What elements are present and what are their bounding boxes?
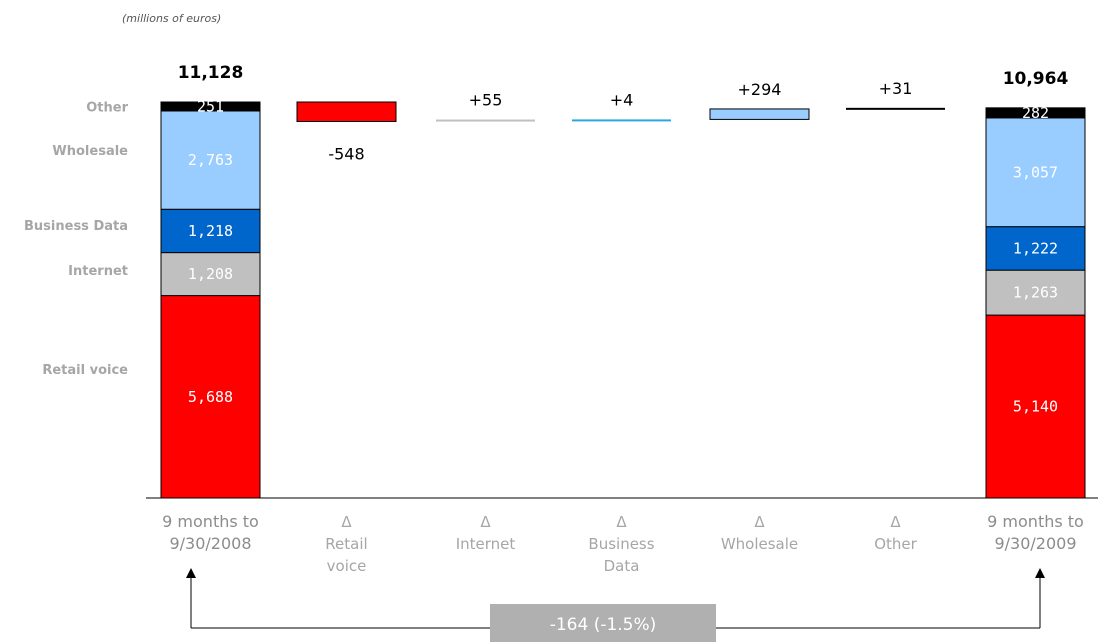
x-label-3: Δ Business Data <box>588 513 654 575</box>
segment-label-retail-voice: Retail voice <box>42 363 128 378</box>
end-total-label: 10,964 <box>1003 69 1069 89</box>
end-value-other: 282 <box>1022 104 1049 122</box>
start-value-retail-voice: 5,688 <box>188 388 233 406</box>
end-bar-wholesale <box>985 117 1086 228</box>
end-value-retail-voice: 5,140 <box>1013 398 1058 416</box>
start-bar-other <box>160 101 261 112</box>
delta-bar-business-data <box>572 119 671 122</box>
delta-bar-wholesale <box>709 108 810 120</box>
delta-bar-internet <box>436 119 535 122</box>
end-bar-internet <box>985 269 1086 316</box>
arrow-right-head-icon <box>1035 568 1045 578</box>
delta-bar-retail-voice <box>296 101 397 123</box>
x-label-4: Δ Wholesale <box>721 513 798 553</box>
end-bar-other <box>985 107 1086 119</box>
start-value-other: 251 <box>197 97 224 115</box>
start-value-internet: 1,208 <box>188 265 233 283</box>
start-value-business-data: 1,218 <box>188 222 233 240</box>
start-value-wholesale: 2,763 <box>188 151 233 169</box>
x-label-0: 9 months to 9/30/2008 <box>162 512 259 553</box>
segment-label-wholesale: Wholesale <box>52 144 128 159</box>
delta-label-retail-voice: -548 <box>328 145 364 164</box>
delta-label-business-data: +4 <box>610 90 634 109</box>
summary-value: -164 (-1.5%) <box>550 615 657 635</box>
end-bar-business-data <box>985 226 1086 271</box>
delta-label-other: +31 <box>879 79 913 98</box>
delta-bar-other <box>846 107 945 110</box>
start-bar-internet <box>160 252 261 297</box>
x-label-6: 9 months to 9/30/2009 <box>987 512 1084 553</box>
delta-label-wholesale: +294 <box>738 80 782 99</box>
change-summary: -164 (-1.5%) <box>186 568 1045 642</box>
end-value-wholesale: 3,057 <box>1013 163 1058 181</box>
arrow-left-head-icon <box>186 568 196 578</box>
unit-note: (millions of euros) <box>122 12 221 25</box>
x-label-5: Δ Other <box>874 513 917 553</box>
start-bar-retail-voice <box>160 295 261 499</box>
summary-box <box>490 604 716 642</box>
delta-label-internet: +55 <box>469 91 503 110</box>
end-value-internet: 1,263 <box>1013 284 1058 302</box>
x-label-1: Δ Retail voice <box>325 513 367 575</box>
end-value-business-data: 1,222 <box>1013 239 1058 257</box>
segment-label-internet: Internet <box>68 264 128 279</box>
start-bar-wholesale <box>160 110 261 210</box>
segment-label-other: Other <box>86 100 128 115</box>
start-total-label: 11,128 <box>178 63 244 83</box>
segment-label-business-data: Business Data <box>24 219 128 234</box>
x-label-2: Δ Internet <box>456 513 516 553</box>
